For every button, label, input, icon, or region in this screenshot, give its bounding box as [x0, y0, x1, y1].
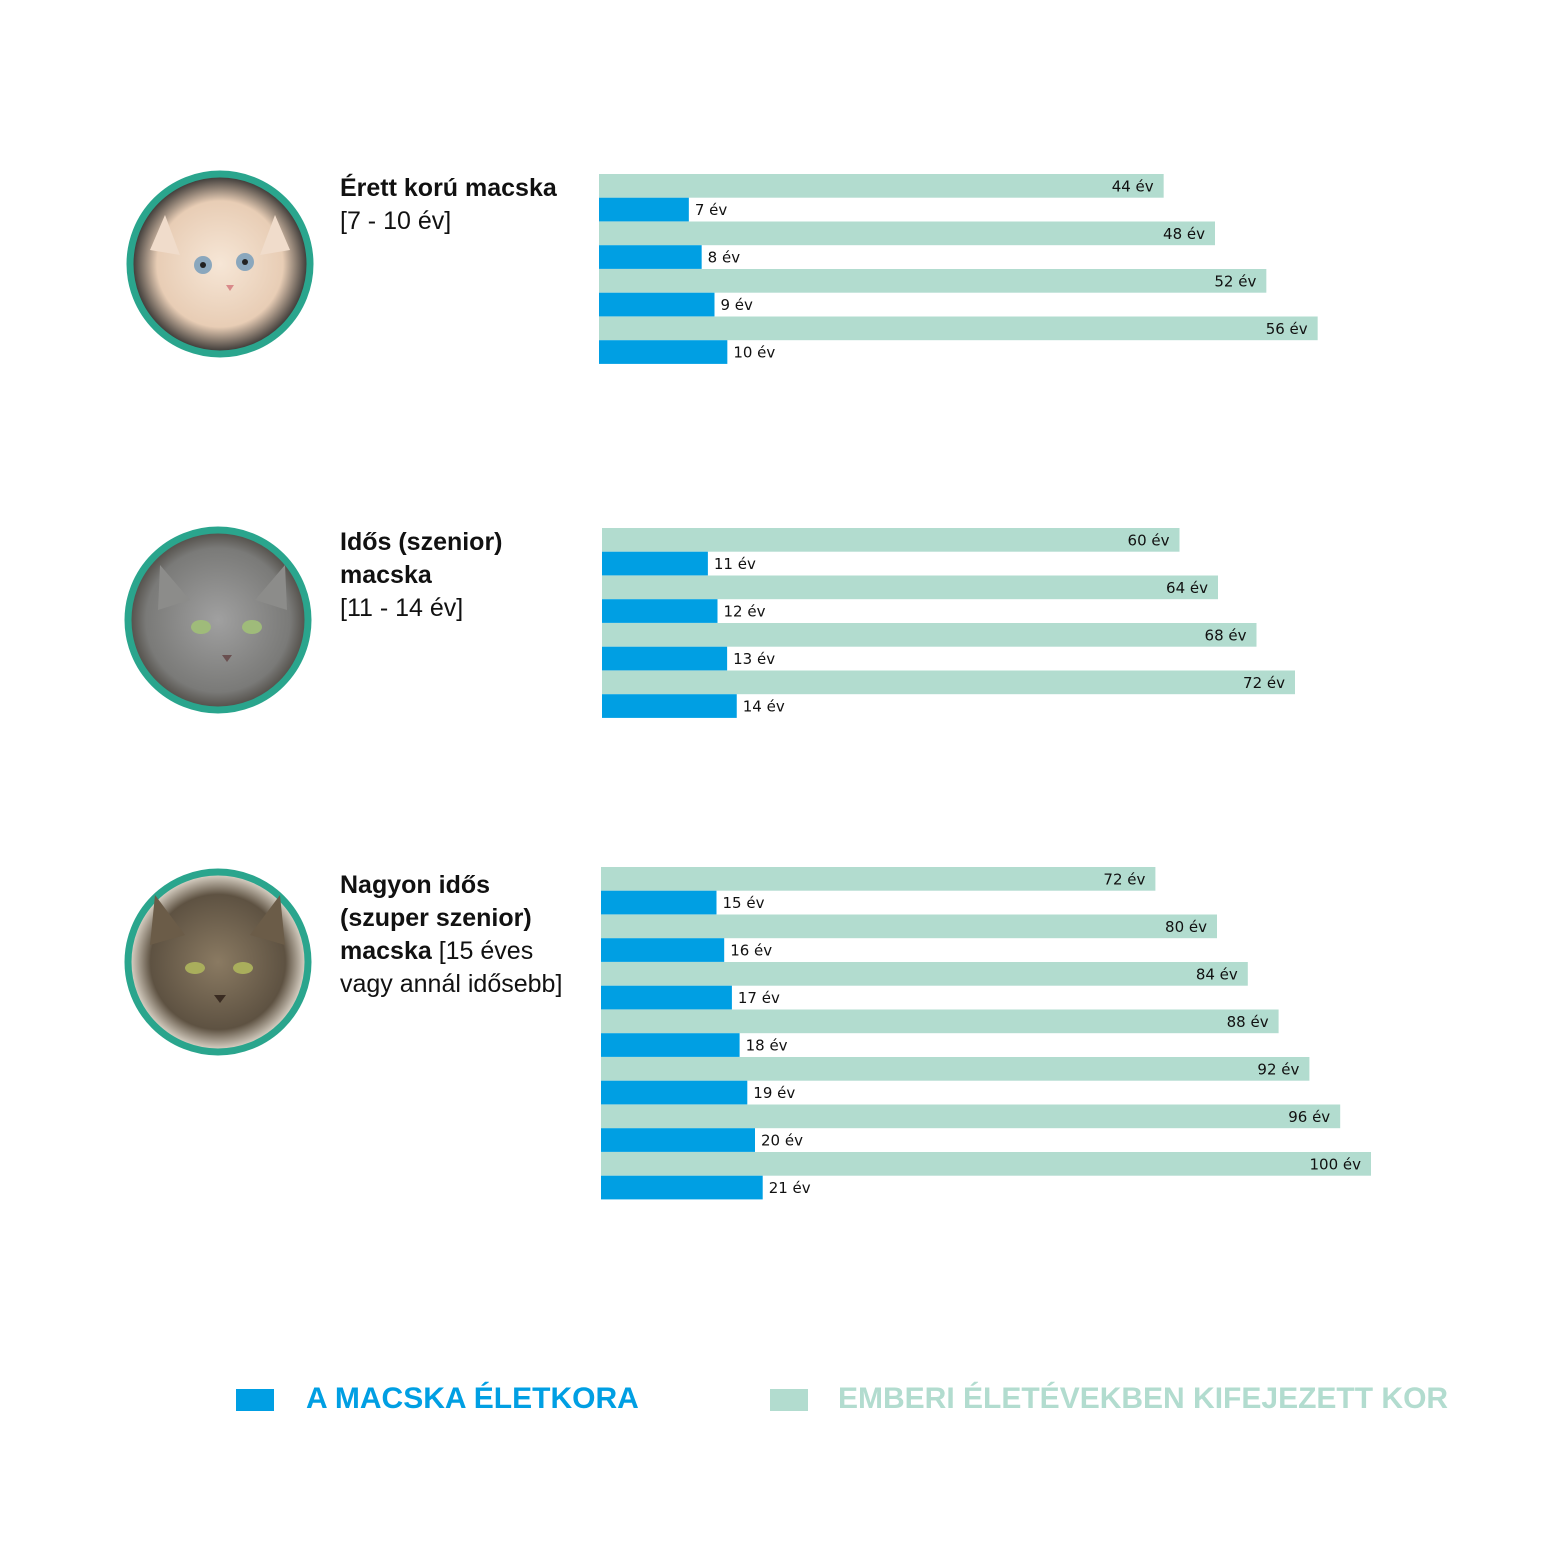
value-label: 19 év — [753, 1084, 795, 1102]
bar — [602, 551, 708, 576]
bar — [599, 221, 1215, 246]
value-label: 7 év — [695, 201, 728, 219]
value-label: 60 év — [1128, 531, 1170, 549]
bar — [601, 890, 717, 915]
legend-label: EMBERI ÉLETÉVEKBEN KIFEJEZETT KOR — [838, 1382, 1449, 1415]
value-label: 13 év — [733, 650, 775, 668]
bar — [601, 867, 1156, 891]
value-label: 100 év — [1309, 1155, 1361, 1173]
group-heading: Érett korú macska [7 - 10 év] — [340, 172, 570, 238]
bar — [599, 197, 689, 222]
bar — [601, 1128, 755, 1152]
value-label: 10 év — [733, 344, 775, 362]
bar — [601, 1152, 1371, 1176]
bar — [602, 528, 1180, 552]
cat-photo — [126, 170, 314, 358]
value-label: 44 év — [1112, 177, 1154, 195]
bar — [602, 646, 728, 671]
group-title: Idős (szenior) macska — [340, 528, 503, 589]
value-label: 21 év — [769, 1179, 811, 1197]
bar — [601, 1104, 1341, 1129]
bar — [599, 245, 702, 269]
bar — [602, 694, 737, 718]
group-title: Nagyon idős (szuper szenior) macska — [340, 871, 532, 965]
bar — [602, 670, 1295, 695]
bar — [601, 962, 1248, 986]
value-label: 72 év — [1243, 674, 1285, 692]
group-subtitle: [7 - 10 év] — [340, 207, 452, 235]
value-label: 20 év — [761, 1132, 803, 1150]
value-label: 84 év — [1196, 965, 1238, 983]
legend-label: A MACSKA ÉLETKORA — [306, 1382, 639, 1415]
value-label: 12 év — [724, 603, 766, 621]
value-label: 48 év — [1163, 225, 1205, 243]
bar — [601, 914, 1217, 939]
legend-swatch — [236, 1389, 274, 1411]
value-label: 88 év — [1227, 1013, 1269, 1031]
bar — [602, 575, 1218, 600]
value-label: 72 év — [1103, 870, 1145, 888]
bar — [601, 1080, 748, 1105]
value-label: 14 év — [743, 698, 785, 716]
value-label: 92 év — [1257, 1060, 1299, 1078]
bar — [601, 1175, 763, 1200]
value-label: 64 év — [1166, 579, 1208, 597]
bar — [601, 1033, 740, 1057]
bar — [599, 292, 715, 317]
bar — [602, 623, 1257, 647]
bar — [601, 1009, 1279, 1034]
value-label: 11 év — [714, 555, 756, 573]
bar — [599, 269, 1267, 293]
value-label: 56 év — [1266, 320, 1308, 338]
group-heading: Nagyon idős (szuper szenior) macska [15 … — [340, 869, 570, 1001]
group-title: Érett korú macska — [340, 174, 557, 202]
group-subtitle: [11 - 14 év] — [340, 594, 464, 622]
bar — [602, 599, 718, 623]
value-label: 15 év — [723, 894, 765, 912]
value-label: 9 év — [721, 296, 754, 314]
bar — [599, 316, 1318, 341]
cat-photo — [124, 526, 312, 714]
value-label: 8 év — [708, 249, 741, 267]
value-label: 18 év — [746, 1037, 788, 1055]
bar — [599, 340, 728, 364]
value-label: 16 év — [730, 942, 772, 960]
value-label: 80 év — [1165, 918, 1207, 936]
group-heading: Idős (szenior) macska [11 - 14 év] — [340, 526, 570, 625]
value-label: 96 év — [1288, 1108, 1330, 1126]
bar — [599, 174, 1164, 198]
legend-swatch — [770, 1389, 808, 1411]
bar — [601, 938, 725, 962]
value-label: 52 év — [1214, 272, 1256, 290]
bar — [601, 1057, 1310, 1081]
value-label: 17 év — [738, 989, 780, 1007]
value-label: 68 év — [1205, 626, 1247, 644]
bar — [601, 985, 732, 1010]
group-subtitle: [15 éves vagy annál idősebb] — [340, 937, 563, 998]
cat-photo — [124, 868, 312, 1056]
